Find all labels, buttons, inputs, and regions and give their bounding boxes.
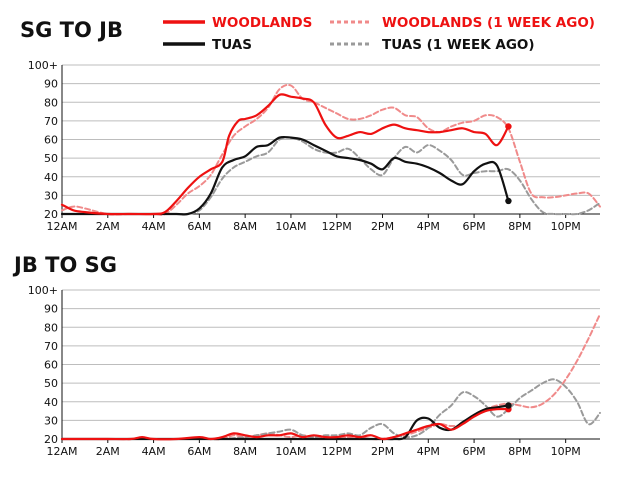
legend-label-woodlands-prev: WOODLANDS (1 WEEK AGO) <box>382 15 595 31</box>
x-tick-label: 12AM <box>46 220 77 233</box>
end-marker-tuas <box>505 402 512 409</box>
x-tick-label: 10AM <box>275 445 306 458</box>
y-tick-label: 100+ <box>28 59 58 72</box>
end-marker-woodlands <box>505 123 512 130</box>
x-tick-label: 12AM <box>46 445 77 458</box>
x-tick-label: 2PM <box>371 220 394 233</box>
series-line-tuas-prev <box>61 378 601 441</box>
x-tick-label: 8PM <box>508 220 531 233</box>
y-tick-label: 40 <box>44 171 58 184</box>
chart-jb-to-sg: 20 30 40 50 60 70 80 90 100+ 12AM 2AM 4AM 6AM 8AM 10AM… <box>28 284 601 458</box>
x-tick-label: 2AM <box>96 445 120 458</box>
x-tick-label: 12PM <box>322 445 352 458</box>
series-line-woodlands-prev <box>61 83 601 216</box>
x-tick-label: 8PM <box>508 445 531 458</box>
y-tick-label: 70 <box>44 340 58 353</box>
x-tick-label: 4PM <box>417 445 440 458</box>
x-tick-label: 6PM <box>463 220 486 233</box>
y-tick-label: 70 <box>44 115 58 128</box>
y-tick-label: 20 <box>44 433 58 446</box>
series-line-woodlands <box>60 93 510 216</box>
chart-title-jb-to-sg: JB TO SG <box>12 253 117 277</box>
x-tick-label: 4AM <box>142 445 166 458</box>
series-line-tuas <box>60 135 510 216</box>
legend-label-tuas-prev: TUAS (1 WEEK AGO) <box>382 37 535 53</box>
legend: WOODLANDS WOODLANDS (1 WEEK AGO) TUAS TU… <box>163 15 595 53</box>
x-tick-label: 2AM <box>96 220 120 233</box>
x-tick-label: 2PM <box>371 445 394 458</box>
x-tick-label: 10AM <box>275 220 306 233</box>
series-line-tuas-prev <box>61 136 601 216</box>
y-tick-label: 60 <box>44 359 58 372</box>
legend-label-tuas: TUAS <box>212 37 252 53</box>
chart-sg-to-jb: 20 30 40 50 60 70 80 90 100+ 12AM 2AM 4AM 6AM 8AM 10AM… <box>28 59 601 233</box>
y-tick-label: 20 <box>44 208 58 221</box>
y-tick-label: 90 <box>44 78 58 91</box>
y-tick-label: 100+ <box>28 284 58 297</box>
x-tick-label: 12PM <box>322 220 352 233</box>
y-tick-label: 60 <box>44 134 58 147</box>
y-tick-label: 50 <box>44 377 58 390</box>
x-tick-label: 6AM <box>187 220 211 233</box>
y-tick-label: 80 <box>44 321 58 334</box>
x-tick-label: 8AM <box>233 445 257 458</box>
x-tick-label: 6AM <box>187 445 211 458</box>
y-tick-label: 50 <box>44 152 58 165</box>
x-tick-label: 10PM <box>551 445 581 458</box>
y-tick-label: 30 <box>44 414 58 427</box>
y-tick-label: 80 <box>44 96 58 109</box>
x-tick-label: 8AM <box>233 220 257 233</box>
y-tick-label: 40 <box>44 396 58 409</box>
x-tick-label: 4AM <box>142 220 166 233</box>
y-tick-label: 90 <box>44 303 58 316</box>
x-tick-label: 4PM <box>417 220 440 233</box>
x-tick-label: 6PM <box>463 445 486 458</box>
end-marker-tuas <box>505 197 512 205</box>
y-tick-label: 30 <box>44 189 58 202</box>
legend-label-woodlands: WOODLANDS <box>212 15 312 31</box>
x-tick-label: 10PM <box>551 220 581 233</box>
chart-title-sg-to-jb: SG TO JB <box>20 18 123 42</box>
series-line-woodlands <box>60 407 510 441</box>
